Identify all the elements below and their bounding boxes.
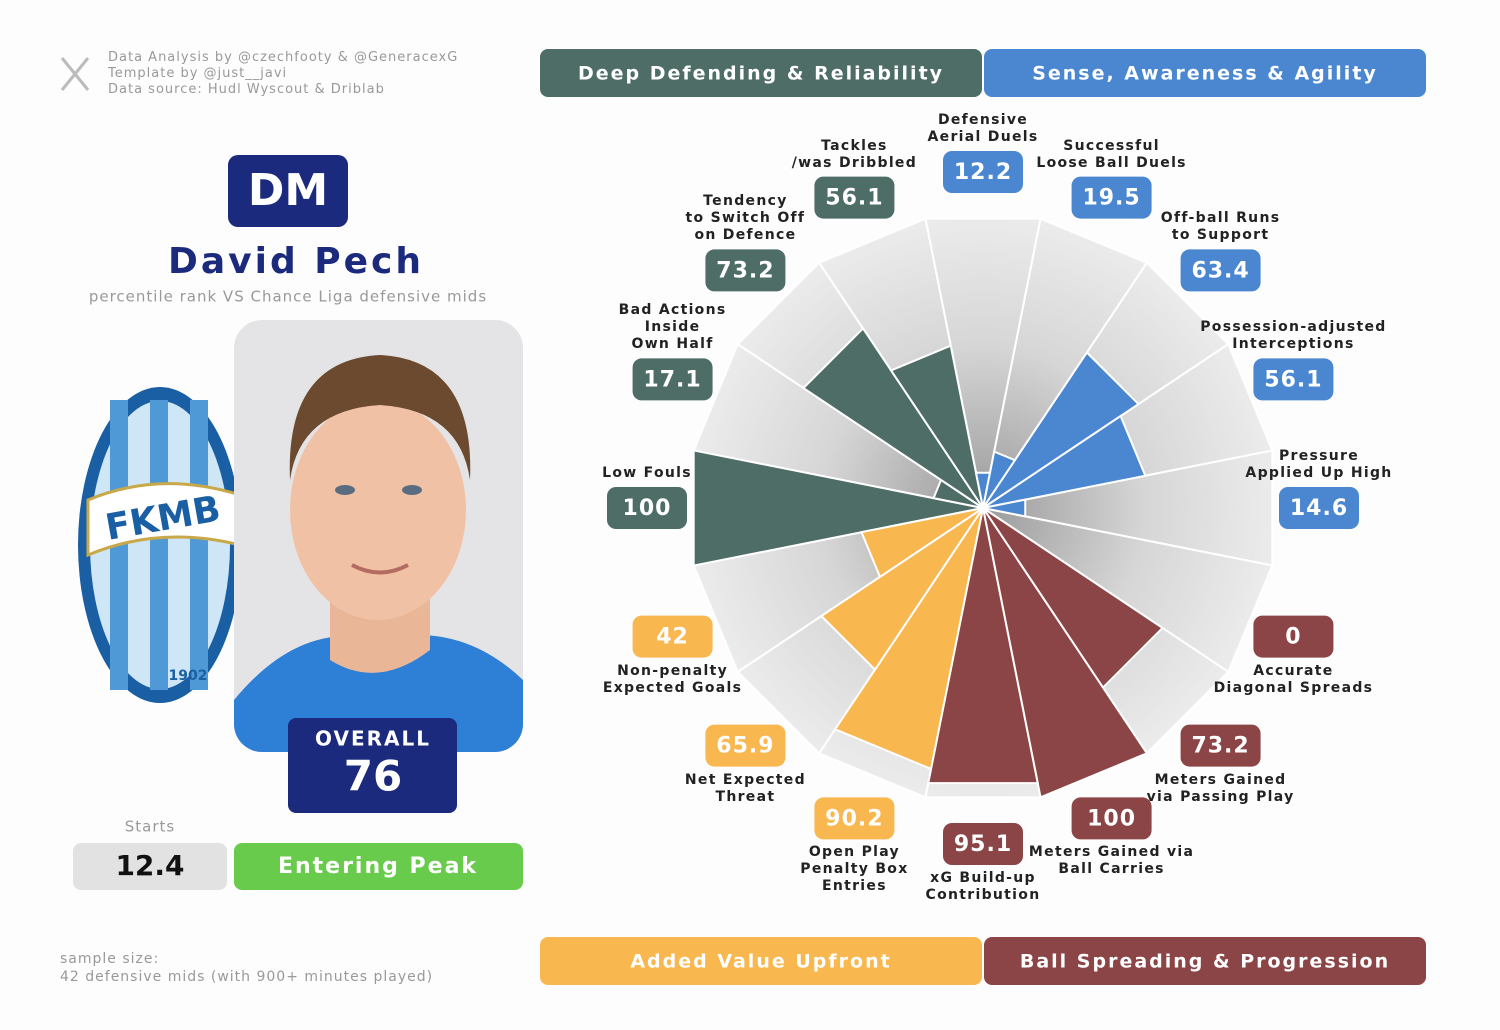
slice [927, 507, 1039, 785]
value-bubble [943, 823, 1023, 865]
category-label: Low Fouls [602, 465, 692, 481]
value-bubble [1071, 176, 1152, 219]
category-label: Pressure Applied Up High [1245, 448, 1393, 481]
legend-label: Added Value Upfront [630, 951, 891, 973]
value-bubble [1071, 797, 1152, 840]
category-label: Possession-adjusted Interceptions [1200, 319, 1387, 353]
player-name: David Pech [168, 241, 424, 282]
overall-box [288, 718, 457, 813]
legend-box [984, 49, 1426, 97]
category-label: Meters Gained via Ball Carries [1028, 844, 1195, 878]
legend-label: Ball Spreading & Progression [1020, 951, 1390, 973]
value-bubble [814, 176, 895, 219]
slice [889, 344, 984, 509]
position: DM [248, 165, 328, 216]
value-label: 90.2 [825, 806, 883, 831]
sample-line: 42 defensive mids (with 900+ minutes pla… [60, 969, 434, 985]
slice [860, 507, 984, 579]
value-label: 19.5 [1082, 186, 1140, 211]
player-photo [234, 320, 523, 752]
value-label: 73.2 [716, 258, 774, 283]
x-logo [60, 57, 90, 91]
category-label: Meters Gained via Passing Play [1146, 771, 1295, 805]
overall-score: 76 [344, 752, 402, 801]
value-label: 100 [1087, 806, 1136, 831]
value-label: 14.6 [1290, 496, 1348, 521]
value-label: 17.1 [643, 367, 701, 392]
value-label: 65.9 [716, 734, 774, 759]
value-bubble [1279, 487, 1359, 529]
position-badge [228, 155, 348, 227]
value-bubble [607, 487, 687, 529]
value-label: 56.1 [825, 186, 883, 211]
value-bubble [1253, 615, 1334, 658]
value-label: 12.2 [954, 160, 1012, 185]
pizza [692, 217, 1274, 799]
category-label: Successful Loose Ball Duels [1036, 137, 1187, 171]
starts-box [73, 843, 227, 890]
value-label: 63.4 [1191, 258, 1249, 283]
sample-size: sample size: 42 defensive mids (with 900… [60, 950, 433, 986]
slice [982, 498, 1027, 518]
starts-label: Starts [125, 818, 175, 836]
value-bubble [705, 249, 786, 292]
overall-label: OVERALL [315, 727, 431, 751]
category-label: Bad Actions Inside Own Half [618, 302, 727, 353]
value-bubble [814, 797, 895, 840]
value-bubble [943, 151, 1023, 193]
value-label: 42 [656, 625, 689, 650]
value-label: 56.1 [1264, 367, 1322, 392]
legend-box [540, 937, 982, 985]
value-bubble [1180, 249, 1261, 292]
status-box [234, 843, 523, 890]
starts-value: 12.4 [115, 849, 184, 882]
legend-label: Deep Defending & Reliability [578, 63, 944, 85]
club-crest: FKMB 1902 [78, 387, 242, 703]
category-label: xG Build-up Contribution [925, 870, 1041, 903]
subtitle: percentile rank VS Chance Liga defensive… [89, 288, 487, 306]
value-label: 100 [623, 496, 672, 521]
slice [982, 414, 1147, 509]
legend-box [540, 49, 982, 97]
value-bubble [632, 615, 713, 658]
category-label: Non-penalty Expected Goals [602, 662, 743, 696]
value-label: 0 [1285, 625, 1301, 650]
value-bubble [705, 724, 786, 767]
category-label: Accurate Diagonal Spreads [1213, 662, 1374, 696]
value-bubble [632, 358, 713, 401]
category-label: Net Expected Threat [684, 771, 806, 805]
value-label: 73.2 [1191, 734, 1249, 759]
legend-box [984, 937, 1426, 985]
category-label: Defensive Aerial Duels [927, 112, 1039, 145]
credit-line: Data Analysis by @czechfooty & @Generace… [108, 50, 459, 65]
category-label: Open Play Penalty Box Entries [800, 844, 909, 895]
credit-line: Template by @just__javi [108, 66, 288, 81]
value-bubble [1180, 724, 1261, 767]
value-bubble [1253, 358, 1334, 401]
sample-line: sample size: [60, 951, 160, 967]
status: Entering Peak [278, 854, 478, 879]
category-label: Tendency to Switch Off on Defence [685, 193, 806, 244]
value-label: 95.1 [954, 832, 1012, 857]
legend-label: Sense, Awareness & Agility [1032, 63, 1378, 85]
category-label: Tackles /was Dribbled [791, 137, 918, 171]
crest-year: 1902 [169, 668, 208, 684]
credit-line: Data source: Hudl Wyscout & Driblab [108, 82, 385, 97]
credits: Data Analysis by @czechfooty & @Generace… [108, 50, 458, 98]
slice [692, 449, 984, 567]
category-label: Off-ball Runs to Support [1160, 210, 1281, 244]
